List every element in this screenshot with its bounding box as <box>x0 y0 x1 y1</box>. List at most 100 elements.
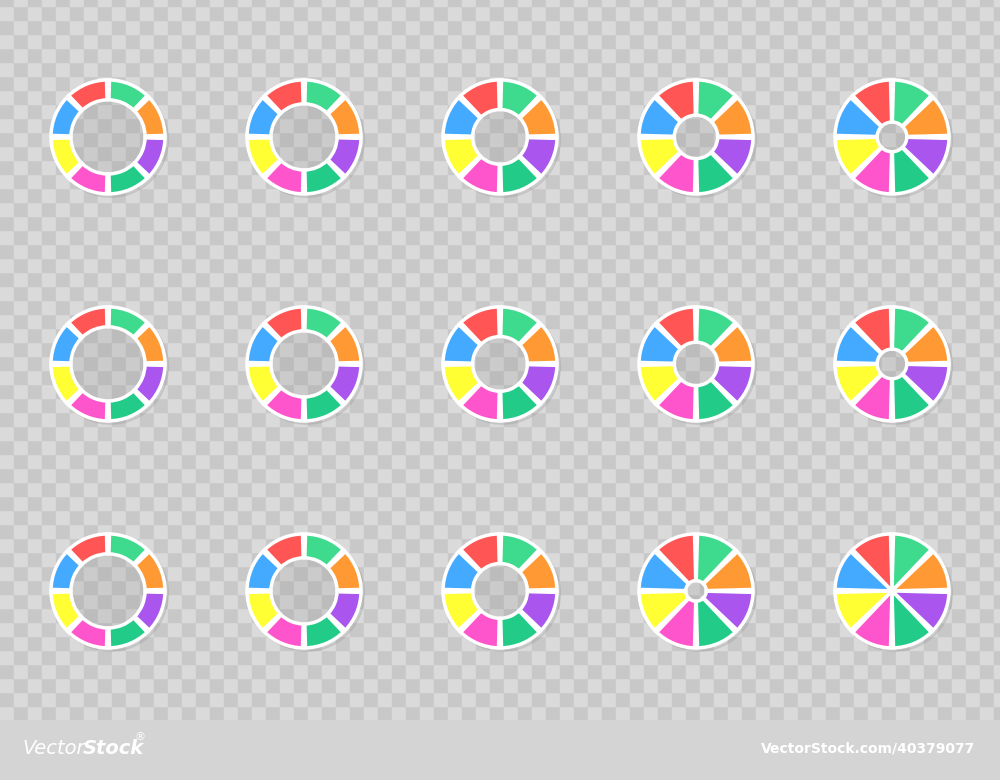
Bar <box>672 244 686 258</box>
Bar <box>826 146 840 160</box>
Bar <box>616 244 630 258</box>
Bar <box>840 20 854 34</box>
Bar <box>588 636 602 650</box>
Bar <box>98 6 112 20</box>
Bar <box>434 678 448 692</box>
Bar <box>504 48 518 62</box>
Bar <box>140 412 154 426</box>
Bar <box>672 104 686 118</box>
Bar <box>14 482 28 496</box>
Bar <box>490 342 504 356</box>
Bar <box>266 608 280 622</box>
Bar <box>14 538 28 552</box>
Bar <box>882 272 896 286</box>
Bar <box>406 622 420 636</box>
Bar <box>560 104 574 118</box>
Bar <box>896 34 910 48</box>
Bar <box>182 258 196 272</box>
Bar <box>350 174 364 188</box>
Bar <box>140 216 154 230</box>
Bar <box>0 132 14 146</box>
Wedge shape <box>520 98 557 136</box>
Bar <box>756 552 770 566</box>
Bar <box>490 34 504 48</box>
Bar <box>560 678 574 692</box>
Bar <box>602 384 616 398</box>
Bar <box>140 300 154 314</box>
Bar <box>896 706 910 720</box>
Bar <box>210 482 224 496</box>
Bar <box>238 538 252 552</box>
Wedge shape <box>305 161 343 194</box>
Bar <box>168 496 182 510</box>
Bar <box>168 664 182 678</box>
Bar <box>658 104 672 118</box>
Bar <box>728 370 742 384</box>
Bar <box>868 314 882 328</box>
Bar <box>714 286 728 300</box>
Bar <box>588 594 602 608</box>
Bar <box>868 76 882 90</box>
Bar <box>700 664 714 678</box>
Bar <box>490 230 504 244</box>
Bar <box>630 286 644 300</box>
Bar <box>938 608 952 622</box>
Bar <box>364 370 378 384</box>
Bar <box>252 20 266 34</box>
Bar <box>126 454 140 468</box>
Bar <box>966 566 980 580</box>
Bar <box>994 118 1000 132</box>
Bar <box>770 524 784 538</box>
Bar <box>588 202 602 216</box>
Bar <box>896 244 910 258</box>
Bar <box>812 678 826 692</box>
Bar <box>294 468 308 482</box>
Bar <box>196 90 210 104</box>
Bar <box>350 314 364 328</box>
Bar <box>854 510 868 524</box>
Bar <box>952 146 966 160</box>
Bar <box>252 384 266 398</box>
Bar <box>896 20 910 34</box>
Bar <box>98 272 112 286</box>
Bar <box>112 468 126 482</box>
Bar <box>392 34 406 48</box>
Circle shape <box>641 82 756 197</box>
Bar <box>308 202 322 216</box>
Bar <box>868 202 882 216</box>
Bar <box>672 706 686 720</box>
Wedge shape <box>109 391 147 421</box>
Wedge shape <box>501 611 539 648</box>
Bar <box>364 188 378 202</box>
Bar <box>210 230 224 244</box>
Bar <box>882 636 896 650</box>
Bar <box>0 216 14 230</box>
Bar <box>728 398 742 412</box>
Bar <box>462 622 476 636</box>
Bar <box>336 566 350 580</box>
Bar <box>784 622 798 636</box>
Bar <box>294 538 308 552</box>
Bar <box>980 132 994 146</box>
Bar <box>686 76 700 90</box>
Bar <box>938 370 952 384</box>
Bar <box>238 692 252 706</box>
Bar <box>812 636 826 650</box>
Bar <box>910 34 924 48</box>
Bar <box>392 622 406 636</box>
Bar <box>910 594 924 608</box>
Bar <box>854 538 868 552</box>
Bar <box>588 580 602 594</box>
Bar <box>812 76 826 90</box>
Bar <box>616 300 630 314</box>
Bar <box>812 706 826 720</box>
Bar <box>28 132 42 146</box>
Bar <box>56 104 70 118</box>
Bar <box>518 384 532 398</box>
Bar <box>280 0 294 6</box>
Wedge shape <box>657 307 695 348</box>
Bar <box>924 454 938 468</box>
Bar <box>364 314 378 328</box>
Bar <box>742 566 756 580</box>
Bar <box>378 538 392 552</box>
